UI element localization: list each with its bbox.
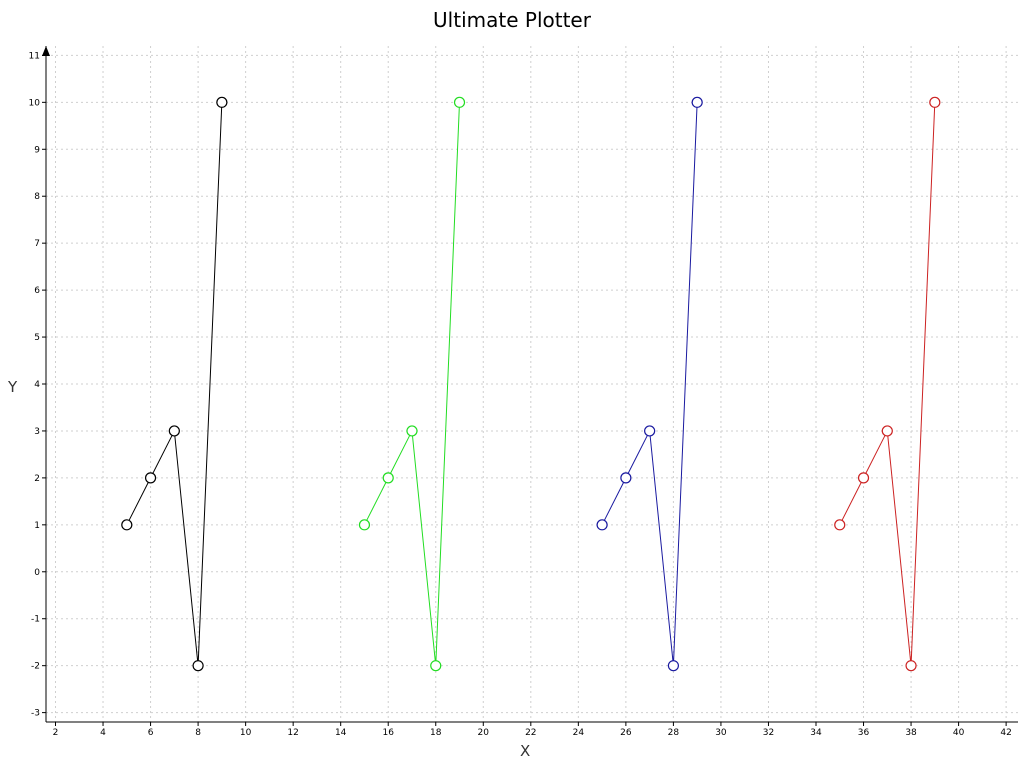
x-tick-label: 8 [195, 728, 201, 738]
x-tick-label: 36 [858, 728, 870, 738]
data-point [453, 96, 466, 108]
data-point [691, 96, 703, 108]
y-tick-label: 1 [34, 521, 40, 531]
y-tick-label: -3 [31, 709, 40, 719]
y-tick-label: -1 [31, 615, 40, 625]
data-point [192, 660, 204, 672]
y-tick-label: 11 [29, 51, 40, 61]
y-tick-label: 0 [34, 568, 40, 578]
x-tick-label: 30 [715, 728, 727, 738]
x-tick-label: 32 [763, 728, 774, 738]
x-tick-label: 34 [810, 728, 822, 738]
data-point [216, 96, 228, 108]
data-point [857, 472, 870, 484]
data-point [144, 472, 157, 484]
y-tick-label: 5 [34, 333, 40, 343]
x-tick-label: 16 [382, 728, 394, 738]
data-point [382, 472, 394, 484]
y-axis-label: Y [8, 378, 18, 396]
x-tick-label: 14 [335, 728, 347, 738]
y-tick-label: 3 [34, 427, 40, 437]
x-tick-label: 6 [148, 728, 154, 738]
data-point [358, 519, 371, 531]
data-point [667, 660, 680, 672]
y-tick-label: 2 [34, 474, 40, 484]
data-point [834, 519, 846, 531]
x-tick-label: 2 [53, 728, 59, 738]
data-point [620, 472, 632, 484]
x-tick-label: 26 [620, 728, 632, 738]
chart-title: Ultimate Plotter [433, 8, 591, 32]
x-tick-label: 20 [478, 728, 490, 738]
data-point [406, 425, 418, 437]
y-tick-label: 9 [34, 145, 40, 155]
data-point [881, 425, 893, 437]
y-tick-label: 6 [34, 286, 40, 296]
x-axis-label: X [520, 742, 531, 760]
x-tick-label: 40 [953, 728, 965, 738]
x-tick-label: 4 [100, 728, 106, 738]
data-point [168, 425, 180, 437]
data-point [929, 96, 941, 108]
data-point [430, 660, 442, 672]
x-tick-label: 42 [1000, 728, 1011, 738]
y-tick-label: 4 [34, 380, 40, 390]
x-tick-label: 38 [905, 728, 917, 738]
x-tick-label: 28 [668, 728, 680, 738]
y-tick-label: 10 [29, 98, 41, 108]
x-tick-label: 18 [430, 728, 442, 738]
x-tick-label: 12 [287, 728, 298, 738]
y-tick-label: 8 [34, 192, 40, 202]
x-tick-label: 22 [525, 728, 536, 738]
y-axis-arrow [42, 46, 50, 56]
data-point [121, 519, 133, 531]
data-point [596, 519, 608, 531]
x-tick-label: 24 [573, 728, 585, 738]
y-tick-label: 7 [34, 239, 40, 249]
data-point [644, 425, 656, 437]
x-tick-label: 10 [240, 728, 252, 738]
y-tick-label: -2 [31, 662, 40, 672]
data-point [905, 660, 917, 672]
